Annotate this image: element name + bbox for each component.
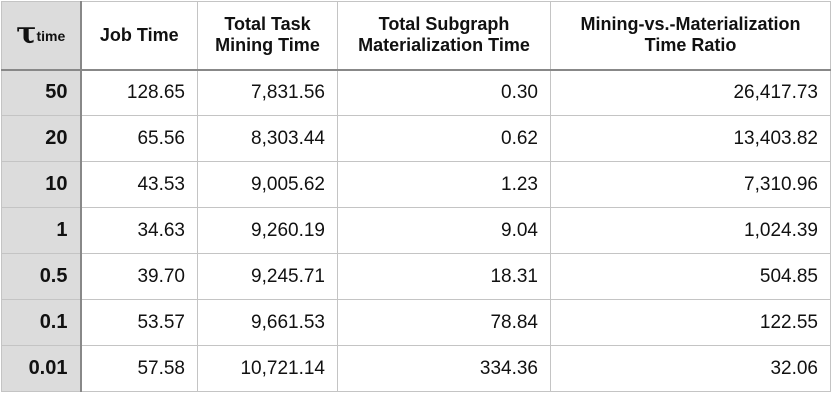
- cell-time-ratio: 504.85: [550, 253, 831, 300]
- cell-materialization-time: 1.23: [337, 161, 551, 208]
- tau-symbol: τ: [16, 16, 37, 52]
- cell-task-mining-time: 8,303.44: [197, 115, 338, 162]
- cell-materialization-time: 334.36: [337, 345, 551, 392]
- row-header-tau: 0.1: [1, 299, 82, 346]
- row-header-tau: 1: [1, 207, 82, 254]
- header-row: τtime Job Time Total Task Mining Time To…: [1, 1, 831, 71]
- cell-materialization-time: 0.62: [337, 115, 551, 162]
- cell-task-mining-time: 9,260.19: [197, 207, 338, 254]
- cell-materialization-time: 0.30: [337, 69, 551, 116]
- corner-header-tau: τtime: [1, 1, 82, 71]
- cell-job-time: 65.56: [80, 115, 198, 162]
- table-row: 50 128.65 7,831.56 0.30 26,417.73: [1, 69, 831, 116]
- cell-job-time: 128.65: [80, 69, 198, 116]
- cell-time-ratio: 7,310.96: [550, 161, 831, 208]
- cell-materialization-time: 78.84: [337, 299, 551, 346]
- column-header-job-time: Job Time: [80, 1, 198, 71]
- table-row: 1 34.63 9,260.19 9.04 1,024.39: [1, 207, 831, 254]
- cell-task-mining-time: 10,721.14: [197, 345, 338, 392]
- results-table: τtime Job Time Total Task Mining Time To…: [1, 1, 831, 392]
- table-body: 50 128.65 7,831.56 0.30 26,417.73 20 65.…: [1, 69, 831, 392]
- table-header: τtime Job Time Total Task Mining Time To…: [1, 1, 831, 71]
- cell-task-mining-time: 9,245.71: [197, 253, 338, 300]
- cell-materialization-time: 9.04: [337, 207, 551, 254]
- column-header-total-subgraph-materialization-time: Total Subgraph Materialization Time: [337, 1, 551, 71]
- row-header-tau: 50: [1, 69, 82, 116]
- row-header-tau: 0.5: [1, 253, 82, 300]
- cell-time-ratio: 32.06: [550, 345, 831, 392]
- table-row: 0.01 57.58 10,721.14 334.36 32.06: [1, 345, 831, 392]
- cell-materialization-time: 18.31: [337, 253, 551, 300]
- cell-job-time: 53.57: [80, 299, 198, 346]
- cell-job-time: 39.70: [80, 253, 198, 300]
- row-header-tau: 20: [1, 115, 82, 162]
- column-header-mining-vs-materialization-ratio: Mining-vs.-Materialization Time Ratio: [550, 1, 831, 71]
- cell-job-time: 43.53: [80, 161, 198, 208]
- column-header-total-task-mining-time: Total Task Mining Time: [197, 1, 338, 71]
- cell-time-ratio: 13,403.82: [550, 115, 831, 162]
- tau-subscript: time: [36, 28, 66, 45]
- cell-time-ratio: 1,024.39: [550, 207, 831, 254]
- table-row: 20 65.56 8,303.44 0.62 13,403.82: [1, 115, 831, 162]
- table-row: 10 43.53 9,005.62 1.23 7,310.96: [1, 161, 831, 208]
- row-header-tau: 0.01: [1, 345, 82, 392]
- cell-task-mining-time: 7,831.56: [197, 69, 338, 116]
- cell-job-time: 34.63: [80, 207, 198, 254]
- row-header-tau: 10: [1, 161, 82, 208]
- table-row: 0.1 53.57 9,661.53 78.84 122.55: [1, 299, 831, 346]
- cell-task-mining-time: 9,661.53: [197, 299, 338, 346]
- cell-time-ratio: 122.55: [550, 299, 831, 346]
- cell-time-ratio: 26,417.73: [550, 69, 831, 116]
- cell-job-time: 57.58: [80, 345, 198, 392]
- table-row: 0.5 39.70 9,245.71 18.31 504.85: [1, 253, 831, 300]
- cell-task-mining-time: 9,005.62: [197, 161, 338, 208]
